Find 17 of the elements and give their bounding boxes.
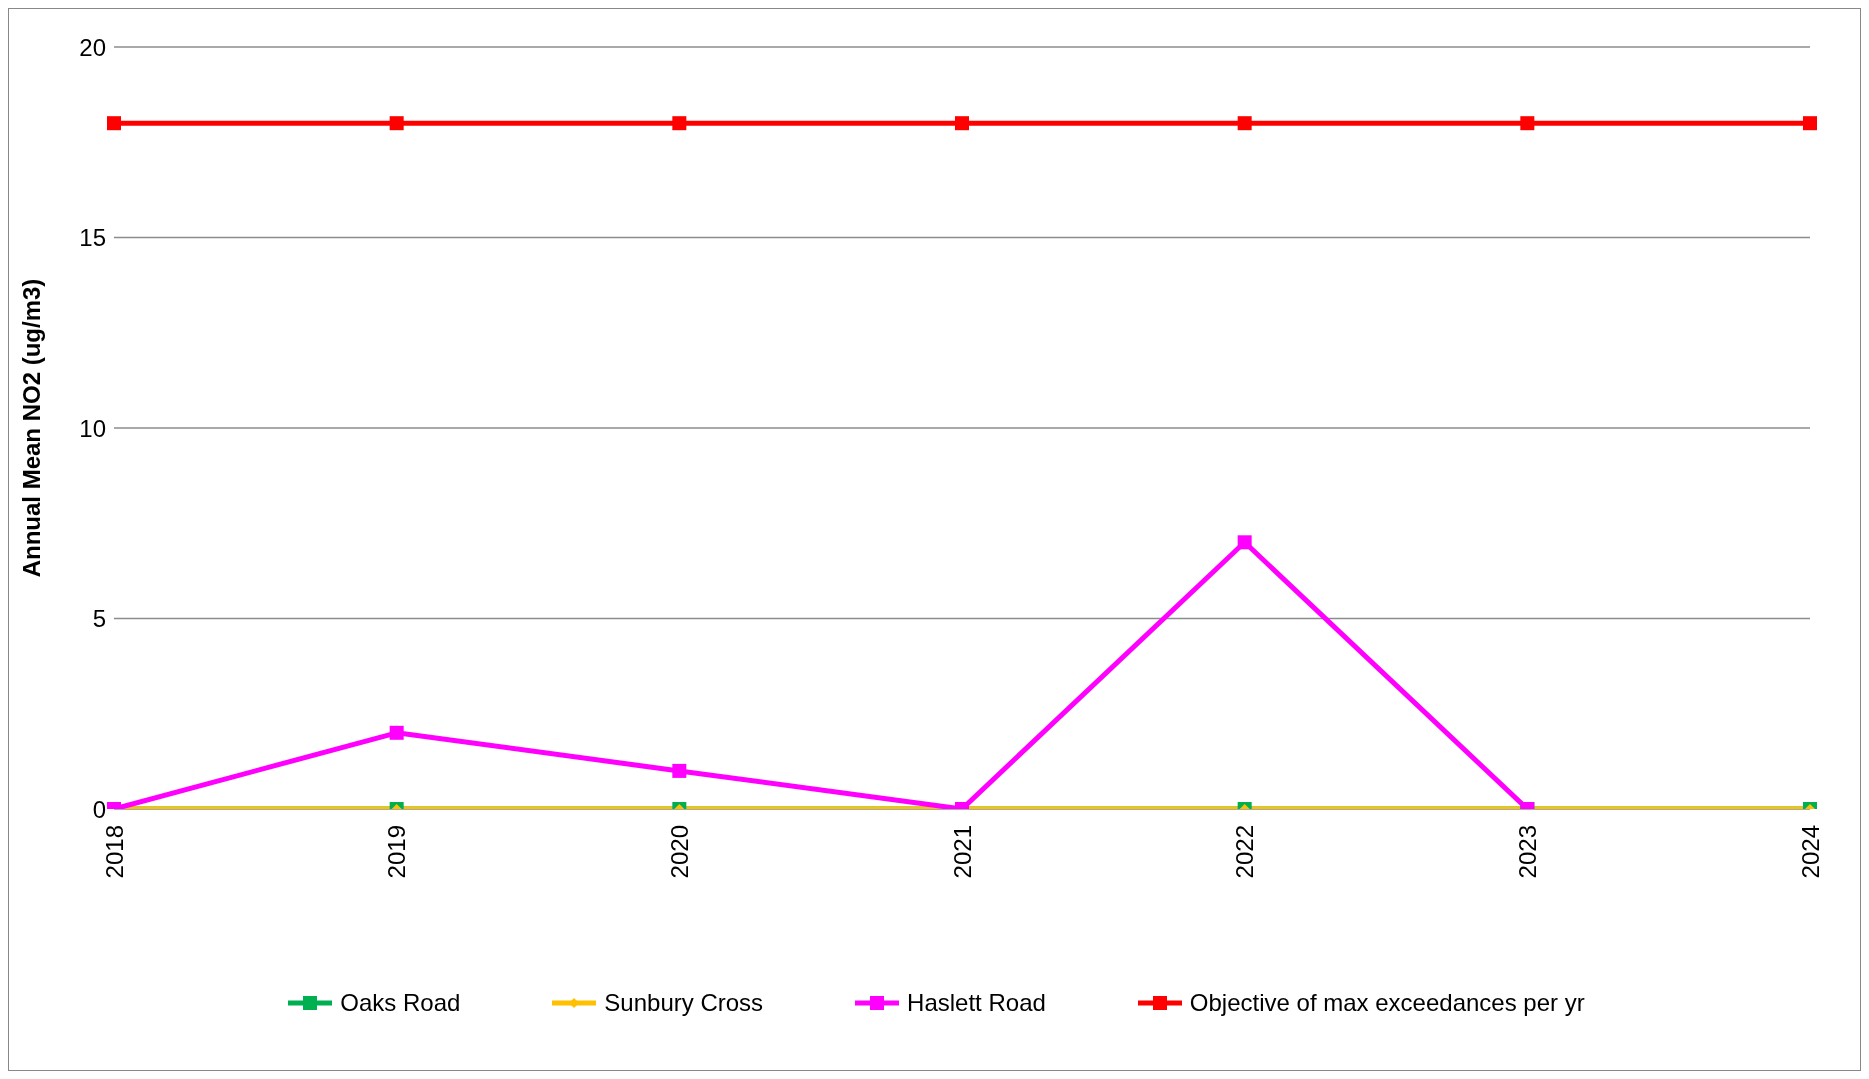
y-tick-label: 10 [79,414,106,442]
y-tick-label: 15 [79,224,106,252]
x-tick-label: 2022 [1231,825,1259,879]
y-tick-label: 20 [79,33,106,61]
x-tick-label: 2023 [1513,825,1541,879]
x-tick-label: 2021 [948,825,976,879]
x-tick-label: 2020 [665,825,693,879]
y-tick-label: 5 [92,605,106,633]
legend-label: Sunbury Cross [604,989,764,1017]
y-tick-label: 0 [92,795,106,823]
x-tick-label: 2024 [1796,825,1824,879]
legend-label: Oaks Road [340,989,461,1017]
y-axis-title: Annual Mean NO2 (ug/m3) [17,278,45,578]
x-tick-label: 2019 [383,825,411,879]
legend-label: Haslett Road [907,989,1046,1017]
x-tick-label: 2018 [100,825,128,879]
legend-label: Objective of max exceedances per yr [1189,989,1585,1017]
